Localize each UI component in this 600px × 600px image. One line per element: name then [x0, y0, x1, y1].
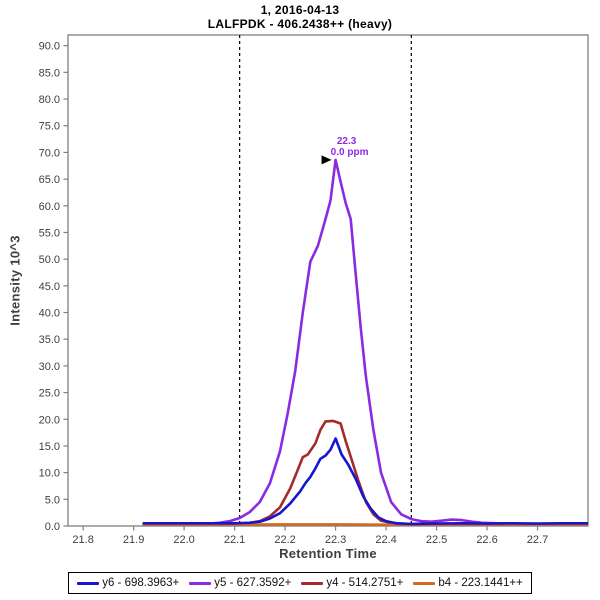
x-tick-label: 22.6	[476, 534, 497, 546]
y-tick-label: 75.0	[39, 121, 60, 133]
y-tick-label: 35.0	[39, 334, 60, 346]
y-tick-label: 20.0	[39, 414, 60, 426]
legend-swatch-y4	[301, 581, 324, 585]
y-tick-label: 25.0	[39, 388, 60, 400]
legend-item-y6: y6 - 698.3963+	[77, 577, 179, 589]
x-tick-label: 21.9	[123, 534, 144, 546]
y-tick-label: 45.0	[39, 281, 60, 293]
y-tick-label: 30.0	[39, 361, 60, 373]
chart-subtitle: LALFPDK - 406.2438++ (heavy)	[207, 17, 393, 31]
y-tick-label: 15.0	[39, 441, 60, 453]
legend-item-y5: y5 - 627.3592+	[189, 577, 291, 589]
legend-swatch-y6	[77, 581, 100, 585]
x-axis-title: Retention Time	[279, 546, 377, 561]
legend-label-y5: y5 - 627.3592+	[214, 577, 292, 589]
legend-swatch-b4	[413, 581, 436, 585]
plot-area[interactable]	[67, 34, 589, 527]
y-tick-label: 80.0	[39, 94, 60, 106]
legend-label-b4: b4 - 223.1441++	[438, 577, 523, 589]
legend-label-y4: y4 - 514.2751+	[326, 577, 404, 589]
series-line-y5[interactable]	[142, 158, 588, 526]
y-tick-label: 70.0	[39, 147, 60, 159]
y-tick-label: 5.0	[45, 494, 60, 506]
x-tick-label: 22.0	[173, 534, 194, 546]
series-line-b4[interactable]	[142, 523, 588, 526]
y-tick-label: 85.0	[39, 67, 60, 79]
x-tick-label: 22.1	[224, 534, 245, 546]
y-tick-label: 65.0	[39, 174, 60, 186]
y-axis-title: Intensity 10^3	[7, 235, 23, 326]
x-tick-label: 22.2	[274, 534, 295, 546]
y-tick-label: 55.0	[39, 227, 60, 239]
peak-annotation-rt[interactable]: 22.3	[337, 136, 357, 147]
peak-annotation-ppm[interactable]: 0.0 ppm	[331, 147, 369, 158]
chart-title: 1, 2016-04-13	[260, 3, 340, 17]
x-tick-label: 22.4	[375, 534, 396, 546]
legend-item-y4: y4 - 514.2751+	[301, 577, 403, 589]
y-tick-label: 60.0	[39, 201, 60, 213]
best-peak-arrow-icon	[321, 155, 332, 165]
legend: y6 - 698.3963+ y5 - 627.3592+ y4 - 514.275…	[68, 572, 532, 594]
y-tick-label: 50.0	[39, 254, 60, 266]
y-tick-label: 40.0	[39, 308, 60, 320]
y-tick-label: 10.0	[39, 468, 60, 480]
x-tick-label: 22.3	[325, 534, 346, 546]
legend-swatch-y5	[189, 581, 212, 585]
legend-item-b4: b4 - 223.1441++	[413, 577, 523, 589]
legend-label-y6: y6 - 698.3963+	[102, 577, 180, 589]
x-tick-label: 22.5	[426, 534, 447, 546]
x-tick-label: 21.8	[72, 534, 93, 546]
x-tick-label: 22.7	[527, 534, 548, 546]
y-tick-label: 0.0	[45, 521, 60, 533]
y-tick-label: 90.0	[39, 41, 60, 53]
series-line-y6[interactable]	[142, 437, 588, 526]
